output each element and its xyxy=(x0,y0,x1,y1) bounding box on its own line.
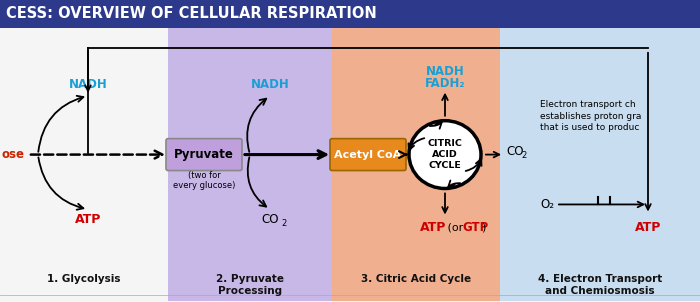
Text: CO: CO xyxy=(506,145,524,158)
Text: O₂: O₂ xyxy=(540,198,554,211)
Text: ose: ose xyxy=(2,148,25,161)
Bar xyxy=(500,28,700,301)
Text: GTP: GTP xyxy=(462,221,489,234)
Ellipse shape xyxy=(409,121,481,188)
Text: ATP: ATP xyxy=(635,221,661,234)
FancyBboxPatch shape xyxy=(330,139,406,171)
Text: (two for
every glucose): (two for every glucose) xyxy=(173,171,235,190)
Text: FADH₂: FADH₂ xyxy=(425,77,466,90)
Text: 2. Pyruvate
Processing: 2. Pyruvate Processing xyxy=(216,274,284,296)
Bar xyxy=(332,28,500,301)
Text: Pyruvate: Pyruvate xyxy=(174,148,234,161)
Text: NADH: NADH xyxy=(69,78,107,91)
Text: (or: (or xyxy=(444,222,467,232)
Text: Acetyl CoA: Acetyl CoA xyxy=(335,149,402,159)
Text: 3. Citric Acid Cycle: 3. Citric Acid Cycle xyxy=(361,274,471,284)
Text: ATP: ATP xyxy=(75,213,101,226)
Text: NADH: NADH xyxy=(426,65,464,78)
Bar xyxy=(0,0,700,28)
Text: 2: 2 xyxy=(281,219,286,228)
FancyBboxPatch shape xyxy=(166,139,242,171)
Text: CITRIC
ACID
CYCLE: CITRIC ACID CYCLE xyxy=(428,139,463,170)
Text: Electron transport ch
establishes proton gra
that is used to produc: Electron transport ch establishes proton… xyxy=(540,100,641,132)
Text: NADH: NADH xyxy=(251,78,289,91)
Text: ): ) xyxy=(481,222,485,232)
Text: ATP: ATP xyxy=(420,221,447,234)
Text: CESS: OVERVIEW OF CELLULAR RESPIRATION: CESS: OVERVIEW OF CELLULAR RESPIRATION xyxy=(6,6,377,21)
Text: 4. Electron Transport
and Chemiosmosis: 4. Electron Transport and Chemiosmosis xyxy=(538,274,662,296)
Text: 2: 2 xyxy=(521,151,526,160)
Text: 1. Glycolysis: 1. Glycolysis xyxy=(48,274,120,284)
Bar xyxy=(0,28,168,301)
Text: CO: CO xyxy=(261,213,279,226)
Bar xyxy=(168,28,332,301)
